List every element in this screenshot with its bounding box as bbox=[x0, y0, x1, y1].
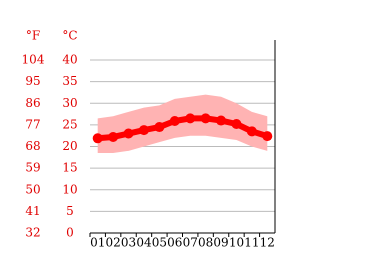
x-tick-label: 10 bbox=[229, 236, 244, 250]
x-tick-label: 02 bbox=[105, 236, 120, 250]
mean-point bbox=[154, 122, 165, 133]
y-tick-label: 5 bbox=[66, 204, 74, 218]
mean-point bbox=[169, 115, 180, 126]
y2-tick-label: 50 bbox=[25, 182, 40, 196]
mean-point bbox=[138, 125, 149, 136]
y2-tick-label: 41 bbox=[25, 204, 40, 218]
y2-tick-label: 32 bbox=[25, 226, 40, 240]
mean-point bbox=[262, 131, 273, 142]
mean-point bbox=[92, 133, 103, 144]
x-tick-label: 03 bbox=[121, 236, 136, 250]
y-tick-label: 15 bbox=[62, 161, 77, 175]
y-tick-label: 40 bbox=[62, 53, 77, 67]
mean-point bbox=[216, 115, 227, 126]
y-tick-label: 30 bbox=[62, 96, 77, 110]
y2-tick-label: 95 bbox=[25, 74, 40, 88]
mean-point bbox=[185, 113, 196, 124]
y-tick-label: 20 bbox=[62, 139, 77, 153]
temperature-range bbox=[97, 94, 268, 153]
y2-tick-label: 68 bbox=[25, 139, 40, 153]
y-axis-label: °C bbox=[62, 29, 77, 43]
y-tick-label: 25 bbox=[62, 117, 77, 131]
x-tick-label: 06 bbox=[167, 236, 182, 250]
mean-point bbox=[231, 119, 242, 130]
y2-tick-label: 86 bbox=[25, 96, 40, 110]
x-tick-label: 04 bbox=[136, 236, 152, 250]
y-tick-label: 35 bbox=[62, 74, 77, 88]
y2-tick-label: 77 bbox=[25, 117, 40, 131]
mean-point bbox=[108, 131, 119, 142]
x-tick-label: 11 bbox=[244, 236, 259, 250]
y2-axis-label: °F bbox=[26, 29, 40, 43]
mean-point bbox=[123, 128, 134, 139]
y2-tick-label: 59 bbox=[25, 161, 40, 175]
y-tick-label: 10 bbox=[62, 182, 77, 196]
x-tick-label: 12 bbox=[260, 236, 275, 250]
x-tick-label: 07 bbox=[183, 236, 198, 250]
x-tick-label: 08 bbox=[198, 236, 213, 250]
mean-point bbox=[246, 126, 257, 137]
x-tick-label: 09 bbox=[213, 236, 228, 250]
x-tick-label: 05 bbox=[152, 236, 167, 250]
y2-tick-label: 104 bbox=[22, 53, 45, 67]
y-tick-label: 0 bbox=[66, 226, 74, 240]
x-tick-label: 01 bbox=[90, 236, 105, 250]
mean-point bbox=[200, 113, 211, 124]
